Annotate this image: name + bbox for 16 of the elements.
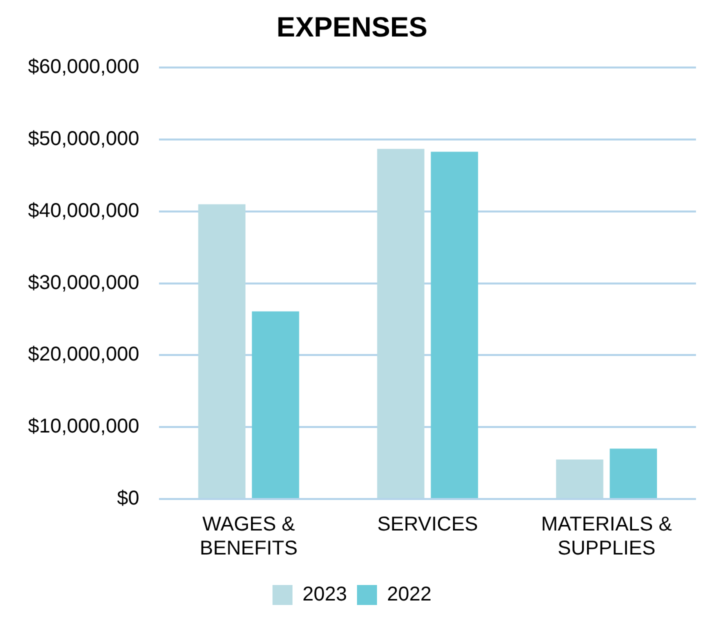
- y-tick-label: $50,000,000: [28, 128, 140, 150]
- y-tick-label: $0: [116, 488, 140, 510]
- y-tick-label: $40,000,000: [28, 200, 140, 222]
- bar: [610, 448, 657, 498]
- legend-label: 2022: [387, 584, 432, 606]
- bar: [252, 311, 300, 498]
- x-tick-label: MATERIALS & SUPPLIES: [541, 514, 673, 560]
- y-tick-label: $30,000,000: [28, 272, 140, 294]
- x-tick-label: WAGES & BENEFITS: [200, 514, 298, 560]
- legend-label: 2023: [302, 584, 348, 606]
- chart-title: EXPENSES: [276, 12, 428, 43]
- y-tick-label: $20,000,000: [28, 344, 140, 366]
- x-tick-label: SERVICES: [377, 514, 478, 536]
- y-tick-label: $10,000,000: [28, 416, 140, 438]
- y-tick-label: $60,000,000: [28, 56, 140, 78]
- bar: [430, 152, 478, 498]
